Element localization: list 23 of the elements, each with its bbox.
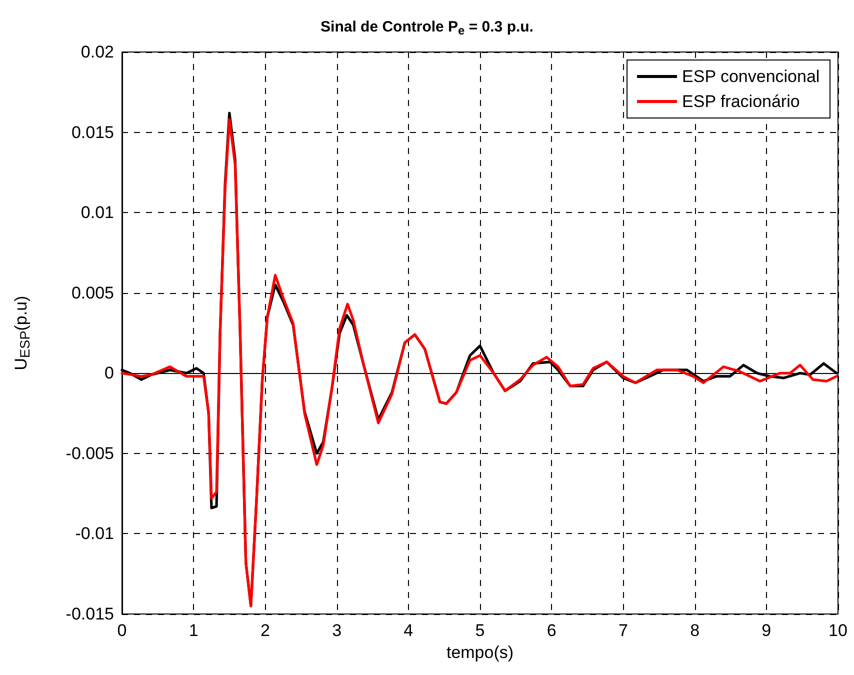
x-tick-label: 1 [188,621,198,640]
legend-label: ESP fracionário [682,92,800,111]
y-tick-label: 0.01 [80,203,114,222]
y-tick-label: 0.005 [71,283,114,302]
x-tick-label: 10 [828,621,848,640]
legend-label: ESP convencional [682,67,820,86]
x-tick-label: 7 [618,621,628,640]
x-tick-label: 8 [690,621,700,640]
x-tick-label: 2 [260,621,270,640]
y-tick-label: -0.015 [66,604,114,624]
x-tick-label: 5 [475,621,485,640]
y-axis-title: UESP(p.u) [11,296,32,370]
y-tick-label: 0 [104,364,114,383]
x-tick-label: 6 [546,621,556,640]
x-tick-label: 9 [762,621,772,640]
x-axis-title: tempo(s) [446,643,514,662]
x-tick-label: 4 [404,621,414,640]
x-tick-label: 0 [117,621,127,640]
y-tick-label: 0.015 [71,122,114,142]
y-tick-label: 0.02 [80,42,114,62]
y-tick-label: -0.01 [75,524,114,544]
y-tick-label: -0.005 [66,444,114,463]
x-tick-label: 3 [332,621,342,640]
